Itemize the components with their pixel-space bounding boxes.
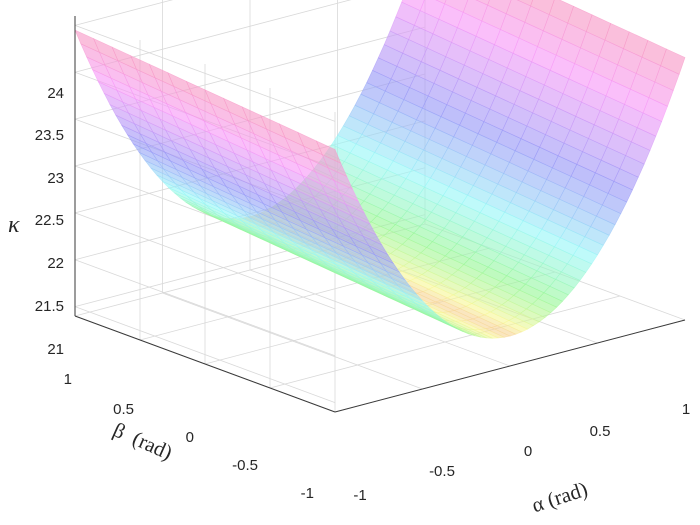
z-tick-label: 23.5 (35, 127, 64, 144)
z-tick-label: 22 (47, 255, 64, 272)
x-tick-label: 0.5 (590, 423, 611, 440)
y-tick-label: 0 (186, 429, 194, 446)
y-tick-labels: -1 -0.5 0 0.5 1 (64, 371, 314, 502)
grid-line (74, 306, 336, 404)
z-tick-label: 24 (47, 85, 64, 102)
y-axis-line (74, 315, 336, 413)
y-tick-label: 0.5 (113, 401, 134, 418)
grid-line (74, 259, 336, 357)
z-tick-label: 23 (47, 170, 64, 187)
x-axis-label: α (rad) (529, 477, 591, 517)
surface-patch (315, 140, 342, 164)
grid-line (74, 212, 336, 310)
grid-line (74, 0, 174, 26)
x-axis-line (334, 319, 686, 413)
grid-line (269, 295, 621, 389)
x-tick-label: -0.5 (429, 463, 455, 480)
z-tick-label: 22.5 (35, 212, 64, 229)
x-tick-label: 1 (682, 401, 690, 418)
z-tick-label: 21 (47, 341, 64, 358)
x-tick-labels: -1 -0.5 0 0.5 1 (353, 401, 690, 504)
y-tick-label: 1 (64, 371, 72, 388)
z-tick-label: 21.5 (35, 298, 64, 315)
x-tick-label: -1 (353, 487, 366, 504)
x-tick-label: 0 (524, 443, 532, 460)
y-axis-label: β (rad) (110, 418, 176, 465)
axes (74, 16, 686, 413)
grid-line (74, 24, 336, 122)
y-tick-label: -1 (301, 485, 314, 502)
z-tick-labels: 21 21.5 22 22.5 23 23.5 24 (35, 85, 64, 358)
z-axis-label: κ (8, 212, 20, 238)
y-tick-label: -0.5 (232, 457, 258, 474)
surface (74, 0, 686, 339)
